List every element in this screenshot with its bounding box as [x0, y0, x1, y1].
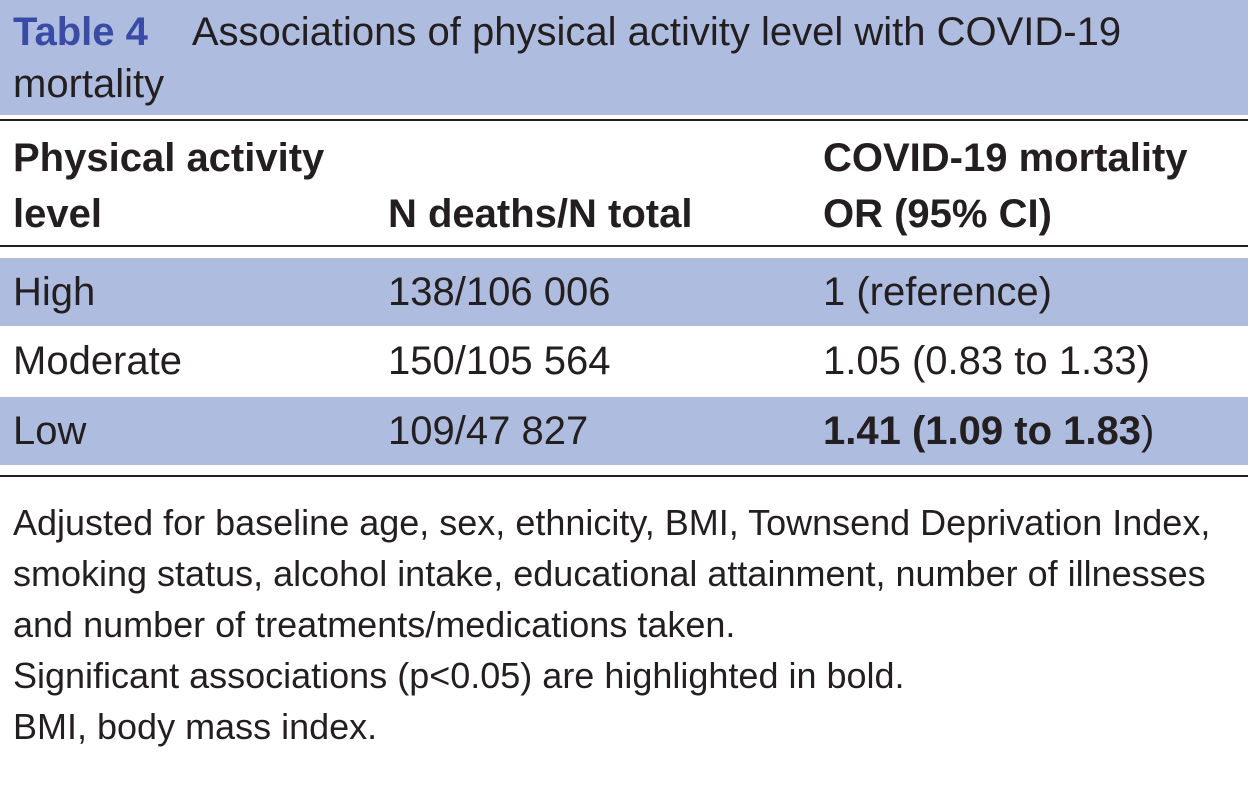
header-line: COVID-19 mortality — [823, 136, 1188, 180]
header-line: Physical activity — [13, 136, 325, 180]
cell-odds-ratio: 1 (reference) — [823, 258, 1052, 326]
cell-deaths-total: 150/105 564 — [388, 339, 611, 383]
column-separator-2 — [803, 121, 809, 245]
cell-odds-ratio: 1.05 (0.83 to 1.33) — [823, 327, 1150, 395]
table-number: Table 4 — [13, 10, 148, 54]
table-row: High 138/106 006 1 (reference) — [0, 258, 1248, 326]
footnote-significance: Significant associations (p<0.05) are hi… — [13, 655, 905, 696]
odds-ratio-text: 1.05 (0.83 to 1.33) — [823, 339, 1150, 383]
odds-ratio-text: 1 (reference) — [823, 270, 1052, 314]
cell-deaths-total: 109/47 827 — [388, 409, 589, 453]
top-rule — [0, 119, 1248, 121]
table-row: Moderate 150/105 564 1.05 (0.83 to 1.33) — [0, 327, 1248, 395]
table-caption-bar — [0, 0, 1248, 115]
table-footnotes: Adjusted for baseline age, sex, ethnicit… — [13, 497, 1233, 752]
cell-activity-level: Low — [13, 409, 87, 453]
header-line: N deaths/N total — [388, 192, 693, 236]
header-line — [388, 130, 692, 186]
header-n-deaths: N deaths/N total — [388, 130, 692, 242]
cell-activity-level: High — [13, 270, 96, 314]
header-line: level — [13, 192, 102, 236]
header-line: OR (95% CI) — [823, 192, 1052, 236]
header-physical-activity-level: Physical activity level — [13, 130, 324, 242]
cell-activity-level: Moderate — [13, 339, 182, 383]
header-rule — [0, 245, 1248, 247]
table-row: Low 109/47 827 1.41 (1.09 to 1.83) — [0, 397, 1248, 465]
footnote-adjustment: Adjusted for baseline age, sex, ethnicit… — [13, 502, 1211, 645]
odds-ratio-text: ) — [1140, 409, 1155, 453]
table-caption: Table 4 Associations of physical activity… — [13, 6, 1233, 110]
odds-ratio-significant: 1.41 (1.09 to 1.83 — [823, 409, 1141, 453]
column-separator-1 — [373, 121, 379, 245]
cell-odds-ratio: 1.41 (1.09 to 1.83) — [823, 397, 1154, 465]
bottom-rule — [0, 475, 1248, 477]
header-covid-mortality-or: COVID-19 mortality OR (95% CI) — [823, 130, 1188, 242]
cell-deaths-total: 138/106 006 — [388, 270, 611, 314]
table-title: Associations of physical activity level … — [13, 10, 1122, 106]
footnote-abbreviation: BMI, body mass index. — [13, 706, 378, 747]
